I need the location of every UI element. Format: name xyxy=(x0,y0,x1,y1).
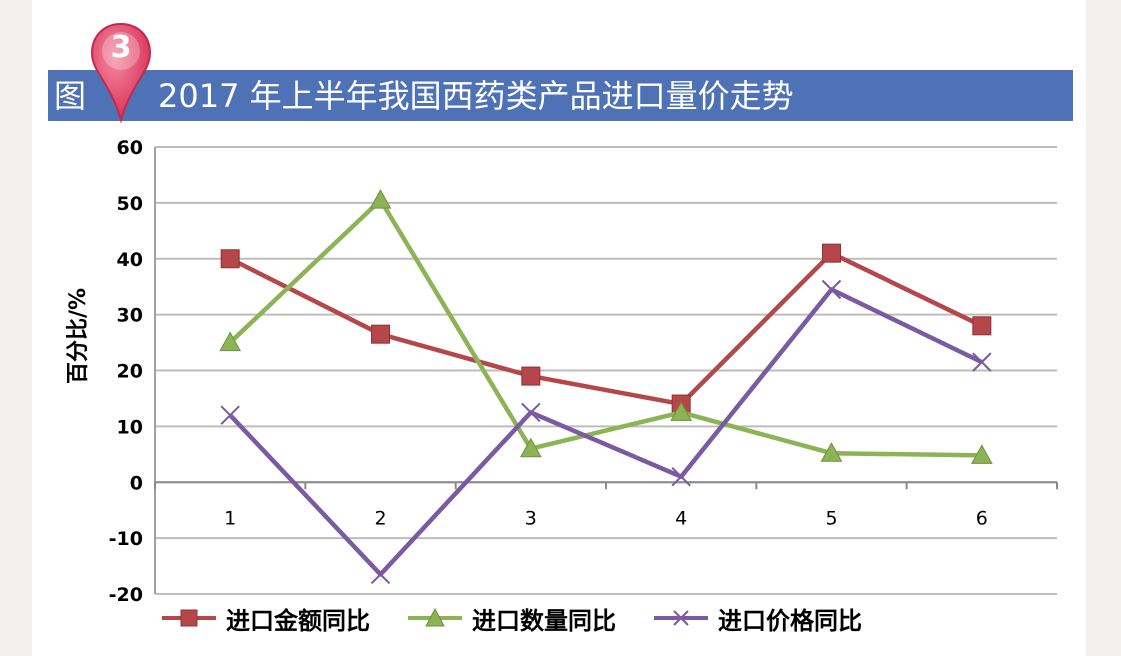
data-point-triangle xyxy=(820,442,843,462)
legend-item-price: 进口价格同比 xyxy=(652,601,862,636)
figure-prefix: 图 xyxy=(54,77,87,115)
data-point-square xyxy=(972,316,992,336)
y-tick-label: -20 xyxy=(109,584,143,606)
x-tick-label: 4 xyxy=(675,507,687,529)
legend-marker-triangle xyxy=(408,607,462,627)
data-point-square xyxy=(371,324,390,344)
data-point-square xyxy=(521,366,541,386)
y-tick-label: 20 xyxy=(117,361,143,383)
x-tick-label: 2 xyxy=(374,507,386,529)
y-axis-label: 百分比/% xyxy=(66,287,91,384)
data-point-x xyxy=(671,466,691,487)
data-point-x xyxy=(370,564,391,585)
y-tick-label: 60 xyxy=(117,137,143,159)
x-tick-label: 5 xyxy=(825,507,837,529)
chart-title: 2017 年上半年我国西药类产品进口量价走势 xyxy=(158,77,794,115)
data-point-x xyxy=(821,279,842,300)
legend-label: 进口金额同比 xyxy=(226,606,370,635)
series-line-3 xyxy=(228,287,983,577)
data-point-x xyxy=(972,352,992,372)
legend-item-quantity: 进口数量同比 xyxy=(406,601,616,636)
y-tick-label: -10 xyxy=(109,528,143,550)
title-bar: 图 2017 年上半年我国西药类产品进口量价走势 xyxy=(48,70,1073,121)
map-pin-badge-icon xyxy=(90,22,152,124)
data-point-x xyxy=(521,402,541,423)
y-tick-label: 30 xyxy=(117,305,143,327)
data-point-square xyxy=(822,243,841,263)
legend-marker-x xyxy=(654,610,708,626)
y-tick-label: 40 xyxy=(117,249,143,271)
series-line-2 xyxy=(228,197,982,458)
legend-item-amount: 进口金额同比 xyxy=(160,601,370,636)
x-tick-label: 3 xyxy=(525,507,537,529)
data-point-triangle xyxy=(519,437,542,458)
y-tick-label: 0 xyxy=(130,472,143,494)
data-point-triangle xyxy=(970,444,993,464)
legend: 进口金额同比 进口数量同比 进口价格同比 xyxy=(160,600,898,636)
legend-label: 进口价格同比 xyxy=(718,606,862,635)
x-tick-label: 6 xyxy=(976,507,988,529)
data-point-square xyxy=(220,249,240,269)
y-tick-label: 10 xyxy=(117,416,143,438)
legend-label: 进口数量同比 xyxy=(472,606,616,635)
data-point-triangle xyxy=(219,331,242,352)
data-point-triangle xyxy=(369,189,392,209)
y-tick-label: 50 xyxy=(117,193,143,215)
legend-marker-square xyxy=(162,609,216,627)
series-line-1 xyxy=(229,250,983,407)
data-point-x xyxy=(220,405,240,425)
x-tick-label: 1 xyxy=(224,507,236,529)
badge-number: 3 xyxy=(110,30,132,65)
data-point-triangle xyxy=(670,401,693,421)
